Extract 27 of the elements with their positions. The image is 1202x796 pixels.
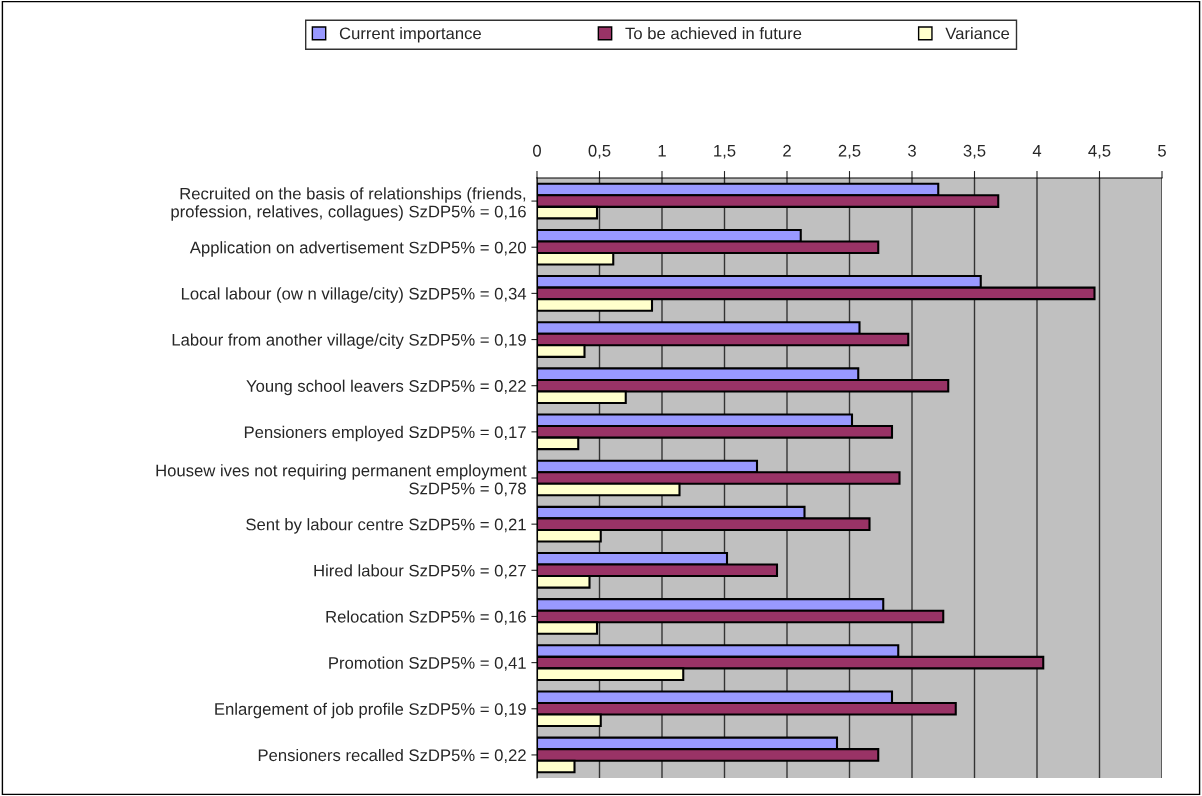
y-tick-label: Local labour (ow n village/city) SzDP5% = 0,34 <box>181 287 527 303</box>
y-tick-label: Hired labour SzDP5% = 0,27 <box>314 564 526 579</box>
x-tick-label: 2,5 <box>838 144 861 159</box>
legend-label: Current importance <box>339 27 481 43</box>
y-tick-label: Enlargement of job profile SzDP5% = 0,19 <box>215 702 526 719</box>
x-tick-label: 0 <box>533 144 541 157</box>
legend-label: To be achieved in future <box>625 27 802 40</box>
y-tick-label: Recruited on the basis of relationships (friends, profession, relatives, collagues) SzDP5% = 0,16 <box>171 187 526 221</box>
x-tick-label: 5 <box>1158 145 1166 157</box>
x-tick-label: 2 <box>783 144 791 157</box>
y-tick-label: Relocation SzDP5% = 0,16 <box>326 610 526 625</box>
y-tick-label: Promotion SzDP5% = 0,41 <box>329 656 526 671</box>
x-tick-label: 1 <box>658 145 666 157</box>
x-tick-label: 4,5 <box>1088 145 1111 159</box>
y-tick-label: Sent by labour centre SzDP5% = 0,21 <box>246 518 526 534</box>
y-tick-label: Pensioners employed SzDP5% = 0,17 <box>244 425 526 442</box>
x-tick-label: 3,5 <box>963 144 986 159</box>
legend-label: Variance <box>945 27 1010 40</box>
y-tick-label: Pensioners recalled SzDP5% = 0,22 <box>258 748 526 764</box>
y-tick-label: Young school leavers SzDP5% = 0,22 <box>246 379 526 396</box>
x-tick-label: 1,5 <box>714 145 736 159</box>
y-tick-label: Housew ives not requiring permanent employment SzDP5% = 0,78 <box>156 464 527 497</box>
y-tick-label: Application on advertisement SzDP5% = 0,20 <box>189 241 526 257</box>
y-tick-label: Labour from another village/city SzDP5% = 0,19 <box>172 333 526 350</box>
x-tick-label: 3 <box>908 144 916 157</box>
x-tick-label: 4 <box>1032 145 1042 157</box>
x-tick-label: 0,5 <box>588 144 611 159</box>
